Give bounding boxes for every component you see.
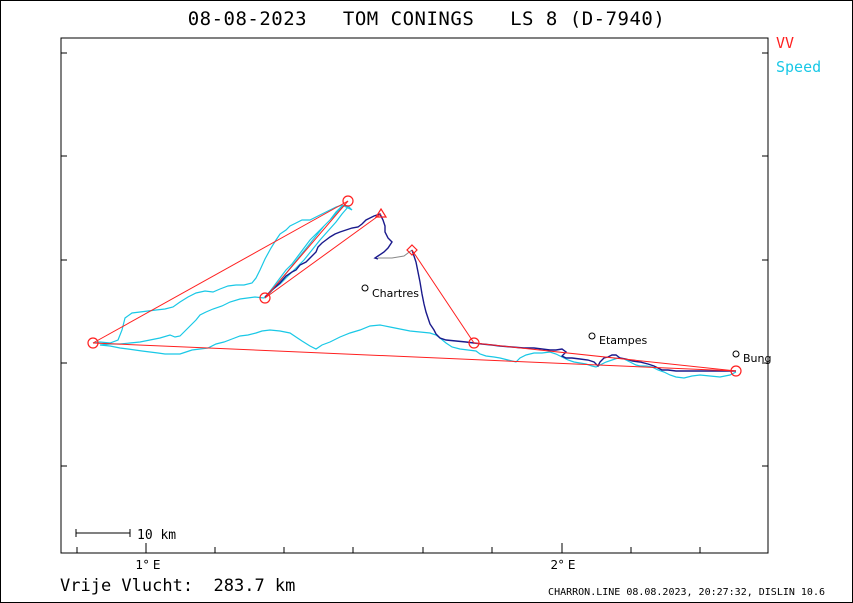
city-marker-bung [732,350,740,358]
city-marker-chartres [361,284,369,292]
x-ticks [76,543,701,553]
legend-vv: VV [776,34,795,52]
legend-speed: Speed [776,58,822,76]
finish-marker [406,244,418,256]
speed-trace [92,204,737,379]
city-label-chartres: Chartres [372,287,419,300]
x-tick-label-1e: 1° E [135,558,160,572]
task-lines [92,200,737,372]
turnpoint-1 [342,195,354,207]
turnpoint-3 [468,337,480,349]
turnpoints [87,195,742,377]
flight-track-2 [411,249,736,372]
city-bung: Bung [732,350,771,365]
scale-bar-label: 10 km [137,528,176,543]
y-ticks [61,52,768,467]
flight-title: 08-08-2023 TOM CONINGS LS 8 (D-7940) [187,8,666,30]
map-border [60,37,769,554]
turnpoint-start [87,337,99,349]
x-tick-label-2e: 2° E [550,558,575,572]
flight-track [264,213,393,298]
scale-bar [75,529,131,537]
track-gap [378,249,413,259]
turnpoint-2 [259,292,271,304]
turnpoint-4 [730,365,742,377]
free-flight-distance: Vrije Vlucht: 283.7 km [60,576,296,596]
credit-line: CHARRON.LINE 08.08.2023, 20:27:32, DISLI… [548,587,825,598]
city-chartres: Chartres [361,284,419,300]
city-marker-etampes [588,332,596,340]
city-etampes: Etampes [588,332,647,347]
city-label-etampes: Etampes [599,334,647,347]
start-marker [374,207,388,218]
city-label-bung: Bung [743,352,771,365]
